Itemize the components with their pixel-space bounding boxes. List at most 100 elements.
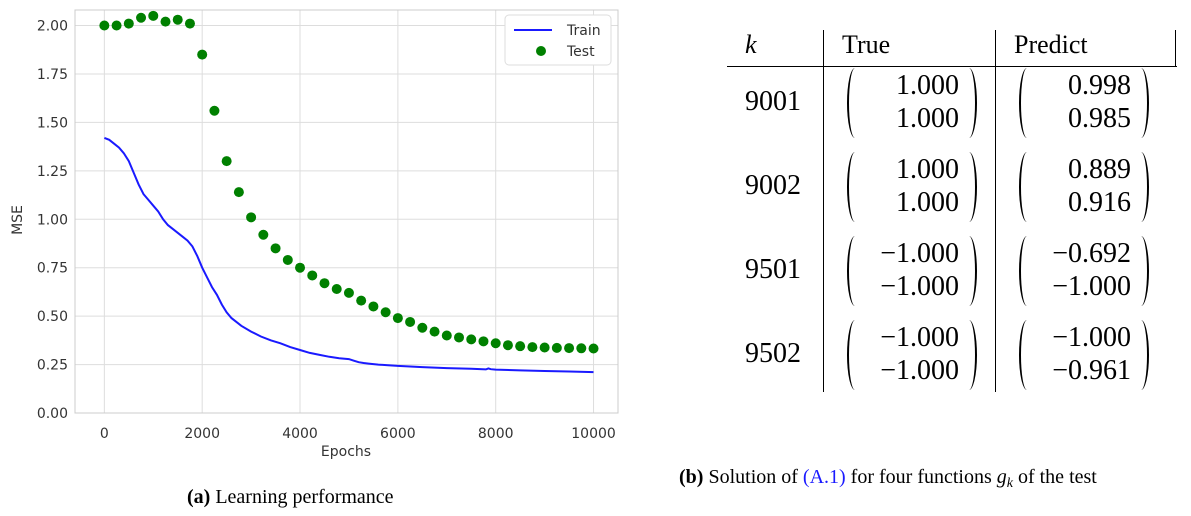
test-data-point [539, 342, 550, 353]
predict-vector: −0.692 −1.000 [1019, 236, 1149, 306]
series [99, 10, 599, 374]
x-tick-label: 4000 [282, 426, 318, 442]
train-series-line [104, 136, 594, 374]
test-data-point [466, 334, 477, 345]
test-data-point [331, 284, 342, 294]
y-tick-label: 0.50 [37, 309, 68, 325]
caption-b-text-end: of the test [1017, 466, 1097, 488]
test-data-point [233, 187, 244, 198]
caption-b-sub: k [1006, 476, 1013, 491]
caption-b-ref[interactable]: (A.1) [802, 466, 846, 488]
legend-test-label: Test [566, 44, 595, 60]
test-data-point [246, 212, 257, 223]
plot-frame [74, 9, 619, 414]
true-value-1: 1.000 [896, 154, 959, 185]
column-divider-1 [823, 30, 824, 392]
true-vector: 1.000 1.000 [847, 68, 977, 138]
test-data-point [527, 342, 538, 353]
test-data-point [343, 287, 354, 298]
test-data-point [429, 326, 440, 337]
test-data-point [209, 105, 220, 116]
test-data-point [148, 10, 159, 21]
test-data-point [478, 336, 489, 347]
x-tick-label: 6000 [380, 426, 416, 442]
x-axis-ticks: 0 2000 4000 6000 8000 10000 [100, 426, 616, 442]
caption-b-text-pre: Solution of [708, 466, 798, 488]
test-data-point [111, 20, 122, 31]
test-data-point [136, 12, 147, 23]
test-data-point [564, 343, 575, 354]
true-vector: −1.000 −1.000 [847, 320, 977, 390]
test-data-point [490, 338, 501, 349]
predict-value-2: 0.985 [1068, 103, 1131, 134]
true-value-2: −1.000 [880, 271, 959, 302]
caption-b-var: g [996, 466, 1007, 488]
true-value-2: −1.000 [880, 355, 959, 386]
header-predict: Predict [1014, 30, 1088, 59]
x-tick-label: 2000 [184, 426, 220, 442]
test-data-point [454, 332, 465, 343]
test-data-point [221, 156, 232, 167]
caption-b-label: (b) [679, 466, 704, 488]
y-tick-label: 0.75 [37, 261, 68, 277]
test-data-point [270, 243, 281, 254]
y-axis-title: MSE [10, 205, 26, 235]
header-rule [727, 66, 1177, 67]
test-data-point [307, 270, 318, 281]
true-vector: 1.000 1.000 [847, 152, 977, 222]
test-data-point [295, 262, 306, 273]
test-data-point [368, 301, 379, 312]
true-value-1: 1.000 [896, 70, 959, 101]
header-true: True [842, 30, 891, 59]
true-value-1: −1.000 [880, 238, 959, 269]
test-data-point [576, 343, 587, 354]
test-data-point [184, 18, 195, 29]
predict-vector: −1.000 −0.961 [1019, 320, 1149, 390]
row-k-value: 9501 [745, 254, 801, 285]
grid [75, 10, 618, 414]
y-tick-label: 2.00 [37, 19, 68, 35]
y-tick-label: 1.00 [37, 212, 68, 228]
column-divider-2 [995, 30, 996, 392]
predict-vector: 0.889 0.916 [1019, 152, 1149, 222]
test-data-point [515, 341, 526, 352]
true-value-2: 1.000 [896, 103, 959, 134]
test-data-point [392, 313, 403, 324]
test-data-point [258, 229, 269, 240]
true-vector: −1.000 −1.000 [847, 236, 977, 306]
predict-value-1: 0.998 [1068, 70, 1131, 101]
test-data-point [356, 295, 367, 306]
test-data-point [588, 343, 599, 354]
x-tick-label: 0 [100, 426, 109, 442]
row-k-value: 9502 [745, 338, 801, 369]
y-tick-label: 1.75 [37, 67, 68, 83]
caption-a-label: (a) [187, 486, 211, 508]
test-data-point [282, 254, 293, 265]
test-data-point [160, 16, 171, 27]
y-axis-ticks: 0.00 0.25 0.50 0.75 1.00 1.25 1.50 1.75 2.00 [37, 19, 68, 423]
test-data-point [502, 340, 513, 351]
test-data-point [319, 278, 330, 289]
test-data-point [551, 342, 562, 353]
test-data-point [197, 49, 208, 60]
column-divider-3 [1175, 30, 1176, 66]
test-data-point [441, 330, 452, 341]
caption-a: (a) Learning performance [187, 486, 394, 509]
learning-performance-chart: 0.00 0.25 0.50 0.75 1.00 1.25 1.50 1.75 2.00 0 20… [10, 9, 619, 460]
test-data-point [172, 14, 183, 25]
predict-value-2: −1.000 [1052, 271, 1131, 302]
predict-value-2: 0.916 [1068, 187, 1131, 218]
test-data-point [123, 18, 134, 29]
y-tick-label: 1.50 [37, 115, 68, 131]
y-tick-label: 0.25 [37, 358, 68, 374]
y-tick-label: 0.00 [37, 406, 68, 422]
caption-b: (b) Solution of (A.1) for four functions… [679, 466, 1097, 492]
x-tick-label: 10000 [571, 426, 616, 442]
legend-test-swatch [536, 46, 546, 56]
predict-vector: 0.998 0.985 [1019, 68, 1149, 138]
x-tick-label: 8000 [478, 426, 514, 442]
test-data-point [417, 322, 428, 333]
caption-a-text: Learning performance [215, 486, 394, 508]
x-axis-title: Epochs [321, 444, 371, 460]
predict-value-1: 0.889 [1068, 154, 1131, 185]
